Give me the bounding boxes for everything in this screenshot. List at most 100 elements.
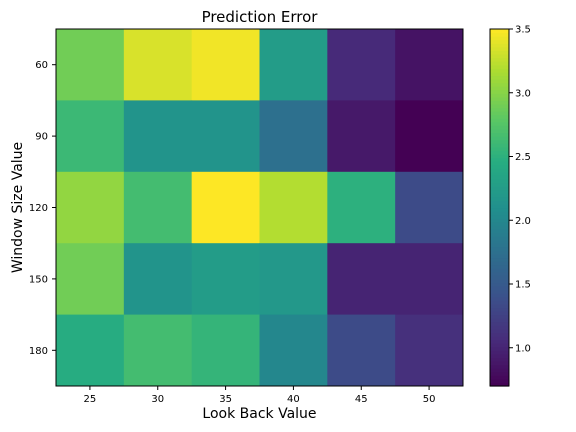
- colorbar-segment: [490, 261, 509, 266]
- colorbar-segment: [490, 300, 509, 305]
- y-axis-ticks: 60 90 120 150 180: [29, 60, 56, 357]
- colorbar-segment: [490, 275, 509, 280]
- colorbar-segment: [490, 153, 509, 159]
- colorbar-segment: [490, 196, 509, 201]
- colorbar-segment: [490, 232, 509, 237]
- x-tick-label: 30: [151, 394, 164, 405]
- colorbar-segment: [490, 164, 509, 169]
- colorbar-segment: [490, 236, 509, 241]
- heatmap-cell: [395, 29, 464, 101]
- colorbar-segment: [490, 189, 509, 194]
- colorbar-segment: [490, 118, 509, 123]
- heatmap-cell: [259, 171, 328, 244]
- colorbar-segment: [490, 303, 509, 309]
- colorbar-segment: [490, 43, 509, 48]
- colorbar-segment: [490, 361, 509, 366]
- heatmap-cell: [395, 171, 464, 244]
- colorbar-segment: [490, 246, 509, 251]
- colorbar-segment: [490, 136, 509, 141]
- heatmap-cell: [123, 100, 193, 173]
- colorbar-segment: [490, 36, 509, 41]
- x-tick-label: 50: [423, 394, 436, 405]
- x-tick-label: 40: [287, 394, 300, 405]
- colorbar-segment: [490, 325, 509, 330]
- heatmap-cell: [191, 171, 260, 244]
- colorbar-segment: [490, 53, 509, 59]
- colorbar-segment: [490, 378, 509, 384]
- heatmap-cell: [259, 314, 328, 387]
- heatmap-cell: [259, 29, 328, 101]
- heatmap-cell: [123, 243, 193, 316]
- heatmap-cell: [56, 314, 125, 387]
- colorbar-segment: [490, 86, 509, 91]
- y-tick-label: 90: [35, 132, 48, 143]
- colorbar-segment: [490, 311, 509, 316]
- colorbar-segment: [490, 211, 509, 216]
- colorbar-segment: [490, 264, 509, 269]
- colorbar-segment: [490, 103, 509, 109]
- colorbar-tick-label: 3.5: [515, 25, 531, 36]
- colorbar-segment: [490, 82, 509, 87]
- colorbar-segment: [490, 182, 509, 187]
- colorbar-segment: [490, 89, 509, 94]
- colorbar-segment: [490, 46, 509, 52]
- heatmap-cell: [56, 100, 125, 173]
- colorbar-segment: [490, 257, 509, 262]
- x-tick-label: 35: [219, 394, 232, 405]
- colorbar-segment: [490, 121, 509, 126]
- colorbar-segment: [490, 132, 509, 137]
- heatmap-cell: [56, 29, 125, 101]
- colorbar-segment: [490, 336, 509, 341]
- colorbar-segment: [490, 114, 509, 119]
- colorbar-segment: [490, 96, 509, 101]
- heatmap-cell: [123, 171, 193, 244]
- colorbar-segment: [490, 286, 509, 291]
- colorbar-segment: [490, 175, 509, 180]
- colorbar-segment: [490, 339, 509, 344]
- chart-title: Prediction Error: [202, 8, 319, 26]
- colorbar-tick-label: 3.0: [515, 88, 531, 99]
- colorbar-segment: [490, 168, 509, 173]
- colorbar-segment: [490, 225, 509, 230]
- heatmap-cell: [327, 243, 396, 316]
- colorbar-segment: [490, 253, 509, 259]
- heatmap-cell: [259, 243, 328, 316]
- colorbar-frame: [489, 28, 510, 387]
- colorbar-segment: [490, 353, 509, 359]
- colorbar-segment: [490, 61, 509, 66]
- colorbar-segment: [490, 271, 509, 276]
- y-tick-label: 150: [29, 274, 48, 285]
- colorbar-segment: [490, 29, 509, 34]
- colorbar-segment: [490, 350, 509, 355]
- colorbar-segment: [490, 364, 509, 369]
- x-axis-ticks: 25 30 35 40 45 50: [84, 386, 436, 405]
- x-axis-label: Look Back Value: [202, 406, 316, 422]
- colorbar-segment: [490, 357, 509, 362]
- colorbar-segment: [490, 321, 509, 326]
- colorbar-segment: [490, 382, 509, 387]
- colorbar-segment: [490, 293, 509, 298]
- colorbar-tick-label: 2.0: [515, 216, 531, 227]
- colorbar-segment: [490, 171, 509, 176]
- colorbar-segment: [490, 128, 509, 134]
- colorbar-segment: [490, 57, 509, 62]
- colorbar-segment: [490, 214, 509, 219]
- x-tick-label: 45: [355, 394, 368, 405]
- x-tick-label: 25: [84, 394, 97, 405]
- heatmap-cell: [395, 314, 464, 387]
- colorbar-segment: [490, 78, 509, 84]
- y-tick-label: 60: [35, 60, 48, 71]
- colorbar-segment: [490, 289, 509, 294]
- colorbar-segment: [490, 107, 509, 112]
- heatmap-cell: [191, 314, 260, 387]
- colorbar-segment: [490, 146, 509, 151]
- heatmap-cell: [327, 29, 396, 101]
- colorbar-segment: [490, 125, 509, 130]
- colorbar-segment: [490, 221, 509, 226]
- colorbar-segment: [490, 314, 509, 319]
- heatmap-cell: [56, 243, 125, 316]
- colorbar-segment: [490, 161, 509, 166]
- colorbar-segment: [490, 186, 509, 191]
- heatmap-cell: [395, 100, 464, 173]
